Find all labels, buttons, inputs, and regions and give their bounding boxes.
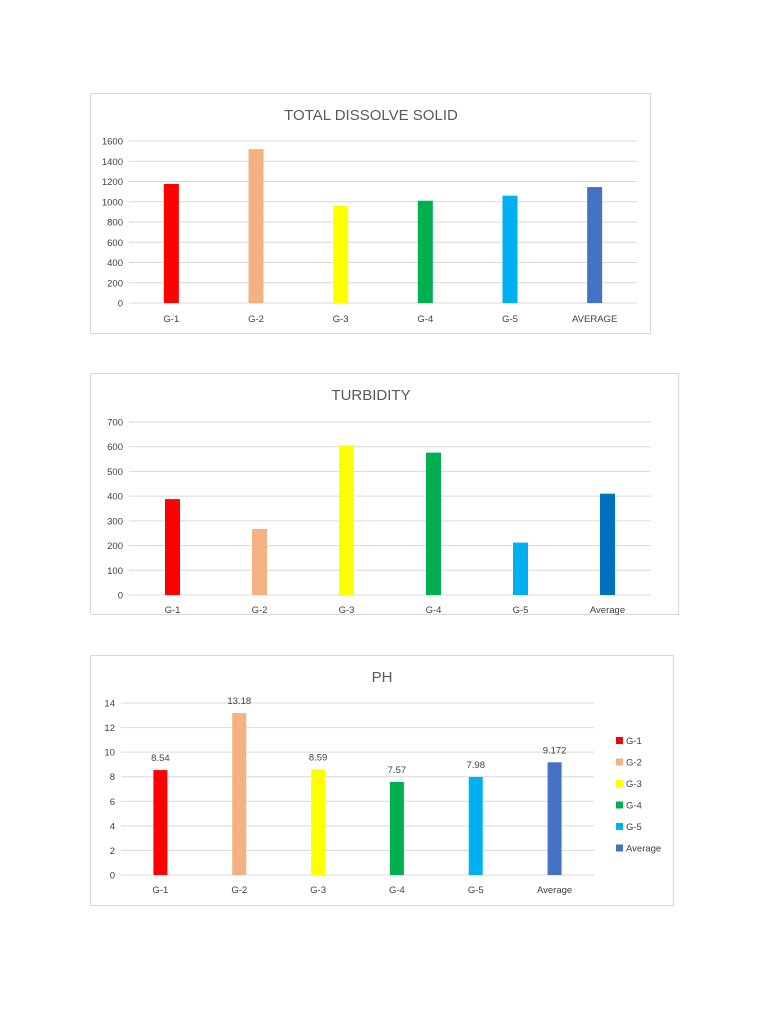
tds-y-tick-label: 200	[107, 278, 123, 289]
tds-bar-g-3	[333, 205, 349, 303]
tds-y-tick-label: 1400	[102, 157, 123, 168]
turbidity-x-tick-label: Average	[590, 605, 625, 616]
ph-x-tick-label: G-5	[468, 885, 484, 896]
ph-y-tick-label: 6	[110, 797, 115, 808]
ph-bar-g-3	[311, 769, 326, 875]
ph-y-tick-label: 0	[110, 871, 115, 882]
tds-x-tick-label: G-2	[248, 314, 264, 325]
turbidity-y-tick-label: 700	[107, 418, 123, 429]
ph-data-label: 7.98	[467, 760, 486, 771]
ph-legend-swatch	[616, 823, 623, 830]
turbidity-y-tick-label: 100	[107, 566, 123, 577]
tds-y-tick-label: 1200	[102, 177, 123, 188]
ph-legend-swatch	[616, 737, 623, 744]
turbidity-x-tick-label: G-1	[165, 605, 181, 616]
turbidity-bar-g-4	[426, 452, 441, 595]
turbidity-x-tick-label: G-5	[513, 605, 529, 616]
ph-x-tick-label: G-3	[310, 885, 326, 896]
ph-bar-g-2	[232, 713, 247, 875]
turbidity-bar-g-2	[252, 529, 267, 595]
tds-chart-svg: TOTAL DISSOLVE SOLID 0 200 400 600 800 1000 120…	[102, 107, 637, 325]
ph-chart-title: PH	[372, 669, 393, 686]
tds-bar-g-1	[163, 184, 179, 303]
turbidity-chart-title: TURBIDITY	[331, 387, 410, 404]
ph-legend-swatch	[616, 801, 623, 809]
ph-y-tick-label: 4	[110, 821, 115, 832]
turbidity-bar-g-1	[165, 499, 180, 595]
ph-legend: G-1 G-2 G-3 G-4 G-5 Average	[616, 736, 661, 855]
ph-legend-label: G-5	[626, 822, 642, 833]
ph-x-tick-label: G-4	[389, 885, 405, 896]
ph-legend-label: Average	[626, 844, 661, 855]
ph-legend-swatch	[616, 844, 623, 852]
ph-legend-swatch	[616, 780, 623, 787]
ph-legend-label: G-1	[626, 736, 642, 747]
ph-data-label: 8.59	[309, 752, 328, 763]
ph-legend-label: G-2	[626, 758, 642, 769]
tds-y-tick-label: 1000	[102, 197, 123, 208]
tds-bar-g-5	[502, 195, 518, 303]
tds-x-tick-label: G-4	[417, 314, 433, 325]
ph-y-tick-label: 14	[104, 699, 115, 710]
turbidity-bar-average	[600, 493, 615, 595]
turbidity-y-tick-label: 600	[107, 442, 123, 453]
turbidity-y-tick-label: 500	[107, 467, 123, 478]
turbidity-y-tick-label: 0	[118, 591, 123, 602]
ph-data-label: 13.18	[227, 696, 251, 707]
turbidity-y-tick-label: 200	[107, 541, 123, 552]
tds-x-tick-label: G-1	[163, 314, 179, 325]
ph-x-tick-label: G-2	[231, 885, 247, 896]
tds-y-tick-label: 400	[107, 258, 123, 269]
tds-chart-title: TOTAL DISSOLVE SOLID	[284, 107, 458, 124]
ph-bar-g-4	[389, 781, 404, 875]
ph-y-tick-label: 8	[110, 772, 115, 783]
tds-x-tick-label: AVERAGE	[572, 314, 617, 325]
ph-x-tick-label: G-1	[152, 885, 168, 896]
ph-chart-svg: PH 0 2 4 6 8 10 12 14 G-1 8.54 G-2 13.18 G-3 8.59 G-4 7.…	[104, 669, 661, 896]
tds-x-tick-label: G-5	[502, 314, 518, 325]
tds-bar-average	[587, 187, 603, 303]
turbidity-bar-g-3	[339, 445, 354, 595]
ph-legend-swatch	[616, 758, 623, 766]
tds-x-tick-label: G-3	[333, 314, 349, 325]
ph-y-tick-label: 10	[104, 748, 115, 759]
ph-data-label: 7.57	[388, 765, 407, 776]
turbidity-x-tick-label: G-2	[252, 605, 268, 616]
tds-y-tick-label: 1600	[102, 137, 123, 148]
ph-bar-g-5	[468, 776, 483, 875]
turbidity-x-tick-label: G-3	[339, 605, 355, 616]
turbidity-chart-svg: TURBIDITY 0 100 200 300 400 500 600 700 G-1 G-2 G-3…	[107, 387, 651, 616]
tds-chart: TOTAL DISSOLVE SOLID 0 200 400 600 800 1000 120…	[90, 93, 651, 334]
ph-chart: PH 0 2 4 6 8 10 12 14 G-1 8.54 G-2 13.18 G-3 8.59 G-4 7.…	[90, 655, 674, 906]
tds-y-tick-label: 0	[118, 299, 123, 310]
tds-y-tick-label: 600	[107, 238, 123, 249]
turbidity-y-tick-label: 300	[107, 516, 123, 527]
ph-y-tick-label: 2	[110, 846, 115, 857]
ph-data-label: 8.54	[151, 753, 170, 764]
ph-bar-average	[547, 762, 562, 875]
ph-data-label: 9.172	[543, 745, 567, 756]
ph-legend-label: G-4	[626, 801, 642, 812]
tds-bar-g-2	[248, 149, 264, 303]
turbidity-chart: TURBIDITY 0 100 200 300 400 500 600 700 G-1 G-2 G-3…	[90, 373, 679, 616]
turbidity-y-tick-label: 400	[107, 492, 123, 503]
ph-y-tick-label: 12	[104, 723, 115, 734]
ph-legend-label: G-3	[626, 779, 642, 790]
ph-bar-g-1	[153, 770, 168, 875]
tds-y-tick-label: 800	[107, 218, 123, 229]
ph-x-tick-label: Average	[537, 885, 572, 896]
tds-bar-g-4	[417, 200, 433, 303]
turbidity-x-tick-label: G-4	[426, 605, 442, 616]
turbidity-bar-g-5	[513, 542, 528, 595]
